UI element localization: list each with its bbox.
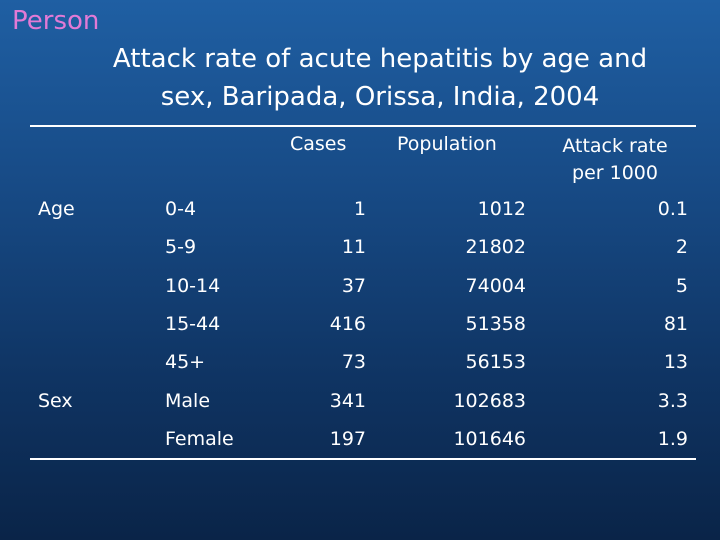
table-bottom-rule <box>30 458 696 460</box>
row-cases: 197 <box>329 428 366 450</box>
header-attack-rate-line-1: Attack rate <box>562 135 668 157</box>
header-attack-rate-line-2: per 1000 <box>572 162 658 184</box>
row-category: 45+ <box>165 351 206 373</box>
row-attack-rate: 13 <box>663 351 688 373</box>
row-group-label: Age <box>38 198 75 220</box>
row-category: Female <box>165 428 234 450</box>
row-cases: 11 <box>341 236 366 258</box>
row-cases: 73 <box>341 351 366 373</box>
row-attack-rate: 1.9 <box>657 428 688 450</box>
row-attack-rate: 2 <box>675 236 688 258</box>
row-population: 102683 <box>453 390 526 412</box>
row-attack-rate: 3.3 <box>657 390 688 412</box>
header-population: Population <box>397 133 497 155</box>
row-category: Male <box>165 390 211 412</box>
row-group-label: Sex <box>38 390 73 412</box>
section-label: Person <box>12 6 100 36</box>
table-top-rule <box>30 125 696 127</box>
title-line-1: Attack rate of acute hepatitis by age an… <box>112 44 648 74</box>
row-cases: 37 <box>341 275 366 297</box>
row-category: 5-9 <box>165 236 197 258</box>
slide-title: Attack rate of acute hepatitis by age an… <box>40 40 720 116</box>
row-attack-rate: 81 <box>663 313 688 335</box>
row-population: 1012 <box>477 198 526 220</box>
title-line-2: sex, Baripada, Orissa, India, 2004 <box>160 82 600 112</box>
row-attack-rate: 0.1 <box>657 198 688 220</box>
row-category: 10-14 <box>165 275 221 297</box>
header-attack-rate: Attack rate per 1000 <box>538 133 692 187</box>
row-population: 21802 <box>465 236 526 258</box>
row-category: 15-44 <box>165 313 221 335</box>
row-cases: 416 <box>329 313 366 335</box>
row-attack-rate: 5 <box>675 275 688 297</box>
row-cases: 341 <box>329 390 366 412</box>
row-category: 0-4 <box>165 198 197 220</box>
row-population: 56153 <box>465 351 526 373</box>
row-cases: 1 <box>353 198 366 220</box>
row-population: 51358 <box>465 313 526 335</box>
row-population: 74004 <box>465 275 526 297</box>
row-population: 101646 <box>453 428 526 450</box>
header-cases: Cases <box>290 133 347 155</box>
